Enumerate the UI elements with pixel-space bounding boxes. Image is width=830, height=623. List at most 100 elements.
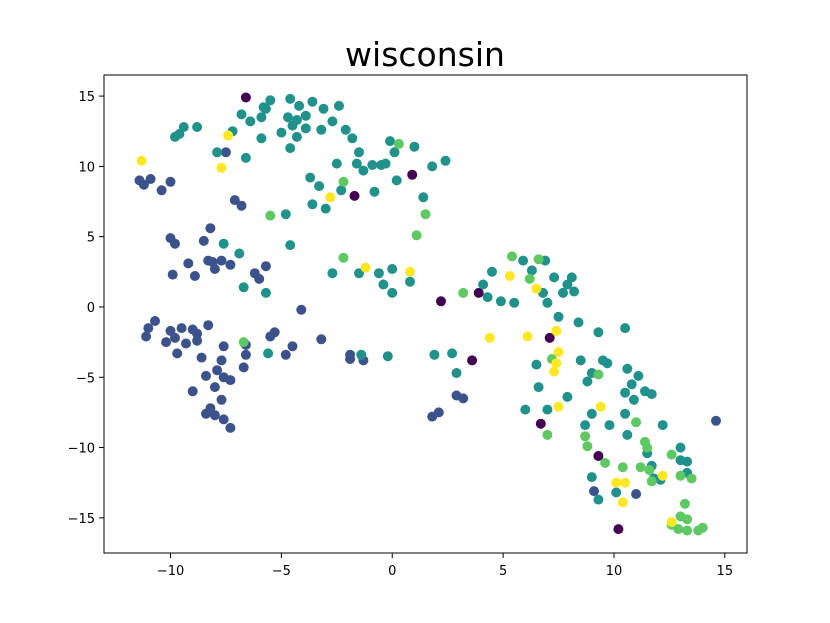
data-point [484,332,495,343]
data-point [611,477,622,488]
data-point [192,328,203,339]
data-point [216,255,227,266]
data-point [657,470,668,481]
data-point [642,442,653,453]
data-point [380,158,391,169]
data-point [178,122,189,132]
x-tick-label: −5 [272,564,291,579]
data-point [631,489,642,499]
data-point [646,389,657,400]
data-point [351,158,362,169]
data-point [646,476,657,487]
data-point [245,116,256,127]
data-point [644,465,655,476]
data-point [535,418,546,429]
data-point [542,297,553,308]
x-tick-label: −10 [157,564,184,579]
data-point [427,411,438,422]
data-point [553,401,564,412]
data-point [427,161,438,172]
data-point [586,472,597,483]
data-point [575,355,586,366]
data-point [360,262,371,273]
data-point [291,115,302,125]
data-point [260,103,271,114]
data-point [238,337,249,348]
data-point [467,355,478,366]
data-point [240,92,251,103]
data-point [280,209,291,220]
data-point [285,143,296,154]
data-point [338,176,349,187]
data-point [682,525,693,536]
x-tick-label: 10 [606,564,623,579]
data-point [549,272,560,283]
data-point [236,109,247,120]
data-point [138,179,149,190]
data-point [626,379,637,390]
data-point [170,332,180,343]
data-point [223,130,234,141]
data-point [280,349,291,360]
data-point [209,382,220,393]
data-point [385,136,395,147]
data-point [551,358,562,369]
data-point [440,155,451,166]
data-point [589,486,599,497]
data-point [566,272,577,283]
data-point [256,133,267,144]
data-point [172,348,183,359]
data-point [256,112,267,123]
data-point [520,404,531,415]
data-point [276,127,287,138]
data-point [405,266,415,277]
data-point [340,124,351,135]
data-point [553,311,564,322]
data-point [167,269,178,280]
data-point [675,470,686,481]
data-point [686,473,697,484]
data-point [393,138,404,149]
data-point [600,458,611,468]
points-layer [134,92,721,536]
data-point [509,297,520,308]
data-point [666,517,677,528]
data-point [265,210,276,221]
data-point [209,264,220,274]
data-point [551,325,562,336]
data-point [260,261,271,272]
data-point [240,152,251,163]
data-point [495,296,506,307]
data-point [473,287,484,298]
y-tick-label: 15 [78,90,95,105]
data-point [192,335,203,346]
ticks-layer: −10 −5 0 5 10 15 −15 −10 −5 0 5 10 15 [68,90,734,579]
data-point [533,382,544,393]
data-point [411,230,422,241]
data-point [269,327,280,338]
data-point [620,408,631,419]
data-point [675,442,686,453]
data-point [447,348,458,359]
data-point [387,264,398,274]
data-point [580,431,591,442]
data-point [218,341,229,352]
data-point [338,252,349,263]
data-point [526,265,537,276]
data-point [405,276,415,287]
data-point [238,362,249,373]
data-point [327,268,338,279]
data-point [482,292,493,303]
data-point [240,349,251,360]
data-point [325,192,336,203]
data-point [307,96,318,107]
data-point [617,462,628,473]
data-point [613,524,624,535]
data-point [593,369,604,380]
data-point [196,352,207,363]
data-point [141,331,152,342]
data-point [300,123,311,134]
data-point [487,266,497,277]
data-point [198,235,209,246]
data-point [387,287,398,298]
